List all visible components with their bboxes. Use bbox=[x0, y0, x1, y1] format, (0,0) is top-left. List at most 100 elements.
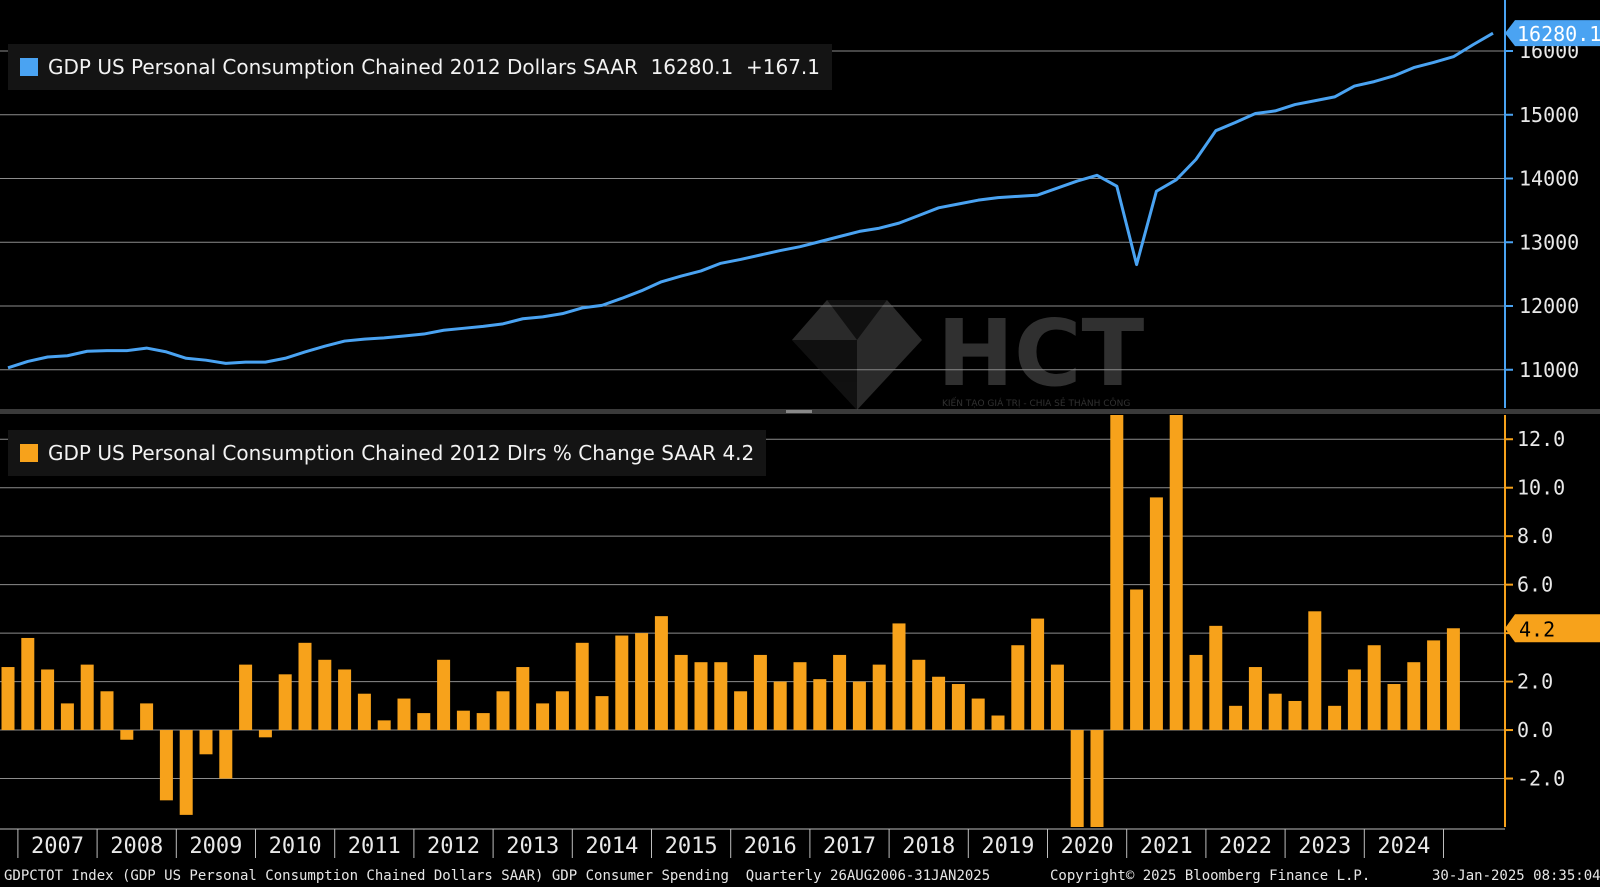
x-tick-label: 2017 bbox=[823, 834, 876, 859]
pct-change-bar bbox=[80, 664, 94, 731]
watermark-logo-text: HCT bbox=[937, 300, 1145, 407]
x-tick-label: 2020 bbox=[1061, 834, 1114, 859]
x-tick-label: 2014 bbox=[585, 834, 638, 859]
top-legend[interactable]: GDP US Personal Consumption Chained 2012… bbox=[8, 44, 833, 90]
pct-change-bar bbox=[219, 730, 233, 779]
pct-change-bar bbox=[258, 730, 272, 738]
pct-change-bar bbox=[1347, 669, 1361, 731]
pct-change-bar bbox=[1248, 667, 1262, 731]
pct-change-bar bbox=[1288, 700, 1302, 731]
top-legend-label: GDP US Personal Consumption Chained 2012… bbox=[48, 55, 638, 79]
pct-change-bar bbox=[833, 654, 847, 731]
pct-change-bar bbox=[417, 713, 431, 731]
footer-timestamp: 30-Jan-2025 08:35:04 bbox=[1432, 868, 1600, 884]
pct-change-bar bbox=[773, 681, 787, 731]
last-value-tag bbox=[1505, 20, 1600, 47]
y-tick-label: 12000 bbox=[1519, 294, 1579, 318]
pct-change-bar bbox=[714, 662, 728, 731]
x-tick-label: 2015 bbox=[665, 834, 718, 859]
pct-change-bar bbox=[1011, 645, 1025, 731]
pct-change-bar bbox=[595, 696, 609, 731]
x-tick-label: 2011 bbox=[348, 834, 401, 859]
consumption-line bbox=[7, 31, 1494, 370]
bottom-legend[interactable]: GDP US Personal Consumption Chained 2012… bbox=[8, 430, 767, 476]
bottom-legend-label: GDP US Personal Consumption Chained 2012… bbox=[48, 441, 717, 465]
footer-ticker-description: GDPCTOT Index (GDP US Personal Consumpti… bbox=[4, 868, 991, 884]
hct-watermark: HCT KIẾN TẠO GIÁ TRỊ - CHIA SẺ THÀNH CÔN… bbox=[792, 300, 1145, 410]
pct-change-bar bbox=[1387, 684, 1401, 731]
pct-change-bar bbox=[1189, 654, 1203, 731]
pct-change-bar bbox=[1, 667, 15, 731]
pct-change-bar bbox=[1229, 705, 1243, 731]
orange-series-swatch bbox=[20, 444, 38, 462]
y-tick-label: 13000 bbox=[1519, 230, 1579, 254]
watermark-tagline: KIẾN TẠO GIÁ TRỊ - CHIA SẺ THÀNH CÔNG bbox=[942, 397, 1130, 409]
pct-change-bar bbox=[179, 730, 193, 815]
y-tick-label: 8.0 bbox=[1517, 524, 1553, 548]
pct-change-bar bbox=[1149, 497, 1163, 731]
last-value-tag bbox=[1505, 614, 1600, 643]
pct-change-bar bbox=[357, 693, 371, 731]
y-tick-label: 15000 bbox=[1519, 103, 1579, 127]
x-tick-label: 2008 bbox=[110, 834, 163, 859]
pct-change-bar bbox=[1110, 415, 1124, 731]
last-value-tag-label: 4.2 bbox=[1519, 617, 1555, 641]
x-tick-label: 2009 bbox=[189, 834, 242, 859]
x-tick-label: 2022 bbox=[1219, 834, 1272, 859]
x-tick-label: 2018 bbox=[902, 834, 955, 859]
pct-change-bar bbox=[852, 681, 866, 731]
x-tick-label: 2013 bbox=[506, 834, 559, 859]
chart-footer: GDPCTOT Index (GDP US Personal Consumpti… bbox=[0, 865, 1600, 887]
pct-change-bar bbox=[813, 679, 827, 731]
pct-change-panel: -2.00.02.04.06.08.010.012.04.2 bbox=[0, 415, 1600, 827]
pct-change-bar bbox=[100, 691, 114, 731]
pct-change-bar bbox=[872, 664, 886, 731]
pct-change-bar bbox=[377, 720, 391, 731]
pct-change-bar bbox=[753, 654, 767, 731]
pct-change-bar bbox=[951, 684, 965, 731]
pct-change-bar bbox=[1169, 415, 1183, 731]
x-tick-label: 2019 bbox=[981, 834, 1034, 859]
top-legend-change: +167.1 bbox=[746, 55, 821, 79]
pct-change-bar bbox=[1446, 628, 1460, 731]
pct-change-bar bbox=[476, 713, 490, 731]
pct-change-bar bbox=[437, 659, 451, 731]
y-tick-label: 10.0 bbox=[1517, 476, 1565, 500]
pct-change-bar bbox=[734, 691, 748, 731]
pct-change-bar bbox=[1209, 625, 1223, 731]
pct-change-bar bbox=[674, 654, 688, 731]
pct-change-bar bbox=[1090, 730, 1104, 827]
pct-change-bar bbox=[1070, 730, 1084, 827]
bottom-legend-last-value: 4.2 bbox=[722, 441, 755, 465]
pct-change-bar bbox=[140, 703, 154, 731]
x-tick-label: 2010 bbox=[269, 834, 322, 859]
pct-change-bar bbox=[971, 698, 985, 731]
pct-change-bar bbox=[575, 642, 589, 731]
footer-copyright: Copyright© 2025 Bloomberg Finance L.P. bbox=[1050, 868, 1371, 884]
pct-change-bar bbox=[159, 730, 173, 801]
pct-change-bar bbox=[21, 637, 35, 731]
x-tick-label: 2016 bbox=[744, 834, 797, 859]
x-tick-label: 2023 bbox=[1298, 834, 1351, 859]
panel-divider-handle[interactable] bbox=[786, 410, 812, 413]
pct-change-bar bbox=[239, 664, 253, 731]
pct-change-bar bbox=[1407, 662, 1421, 731]
blue-series-swatch bbox=[20, 58, 38, 76]
pct-change-bar bbox=[694, 662, 708, 731]
y-tick-label: 0.0 bbox=[1517, 718, 1553, 742]
pct-change-bar bbox=[536, 703, 550, 731]
x-tick-label: 2007 bbox=[31, 834, 84, 859]
y-tick-label: 11000 bbox=[1519, 358, 1579, 382]
pct-change-bar bbox=[793, 662, 807, 731]
x-tick-label: 2012 bbox=[427, 834, 480, 859]
pct-change-bar bbox=[555, 691, 569, 731]
x-tick-label: 2021 bbox=[1140, 834, 1193, 859]
pct-change-bar bbox=[635, 633, 649, 731]
last-value-tag-label: 16280.1 bbox=[1517, 22, 1600, 46]
pct-change-bar bbox=[41, 669, 55, 731]
pct-change-bar bbox=[1130, 589, 1144, 731]
pct-change-bar bbox=[991, 715, 1005, 731]
diamond-logo-icon bbox=[792, 300, 922, 410]
